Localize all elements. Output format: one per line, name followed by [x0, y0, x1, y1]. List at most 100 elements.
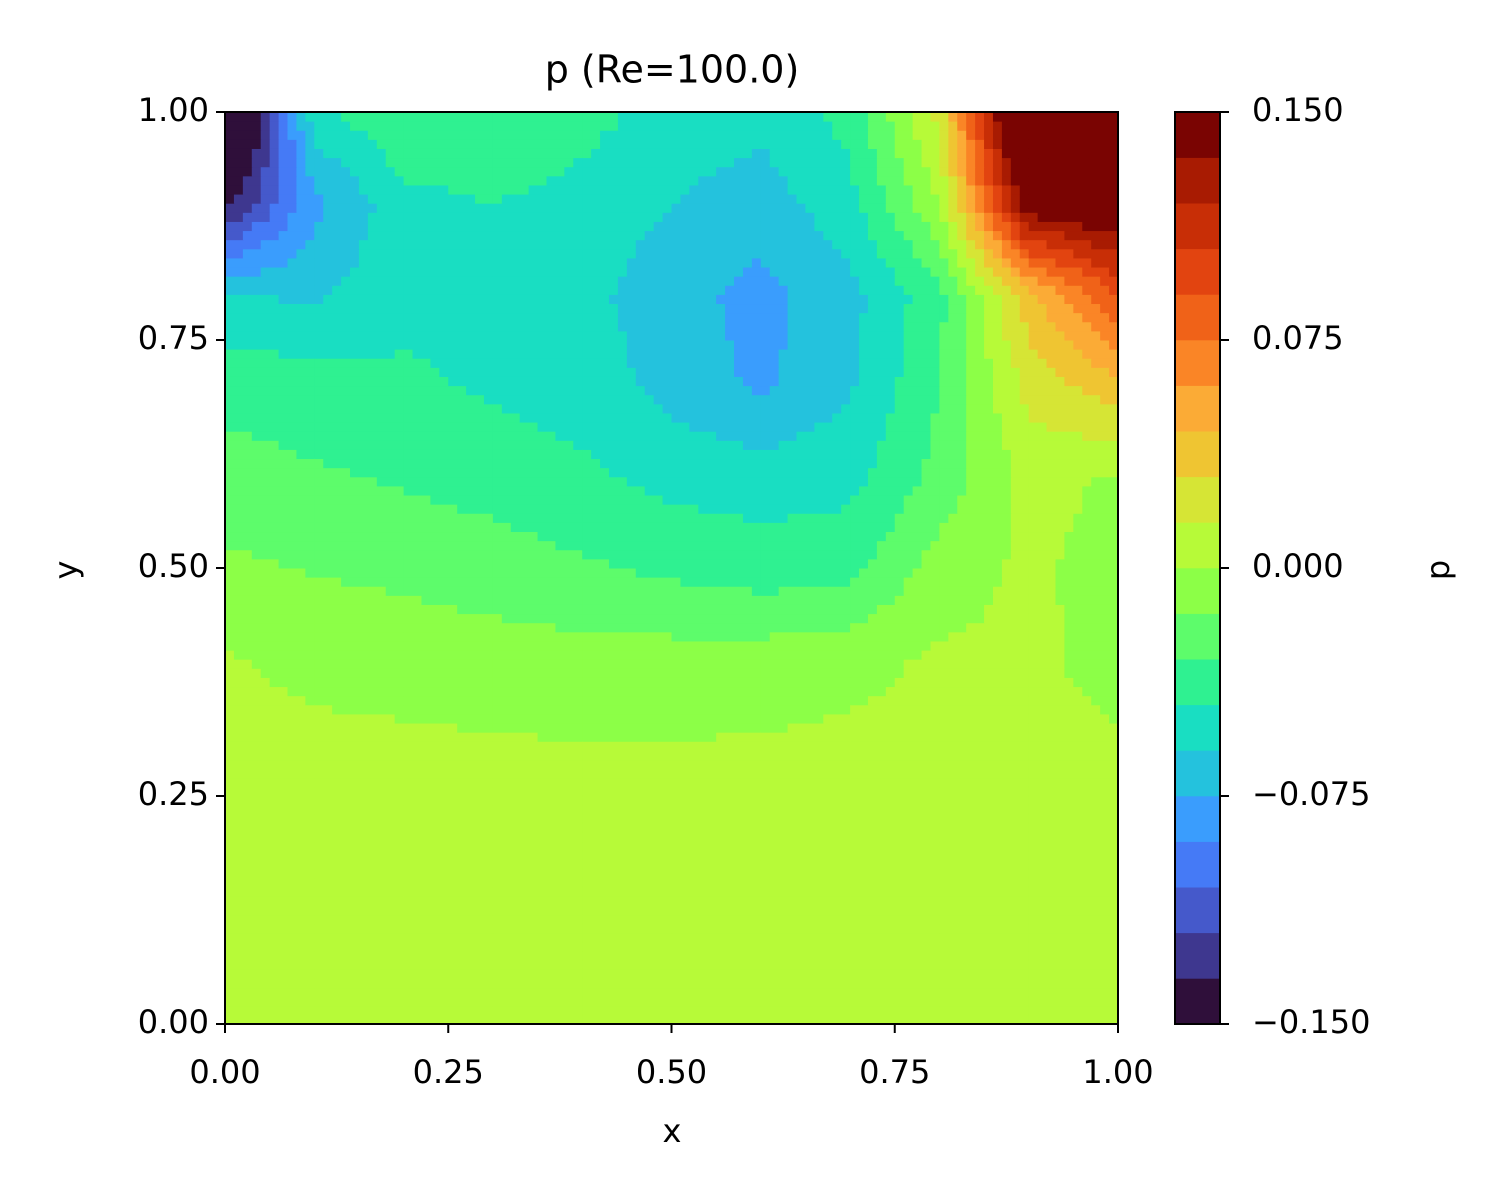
contour-cell — [760, 129, 833, 140]
contour-cell — [582, 385, 646, 396]
contour-cell — [939, 147, 949, 159]
contour-cell — [492, 667, 583, 678]
contour-cell — [671, 740, 762, 751]
contour-cell — [939, 494, 958, 505]
contour-cell — [260, 184, 280, 195]
contour-cell — [903, 366, 940, 377]
contour-cell — [1109, 312, 1119, 323]
contour-cell — [608, 467, 673, 478]
contour-cell — [698, 175, 762, 186]
contour-cell — [894, 594, 940, 605]
contour-cell — [225, 667, 262, 678]
x-tick-label: 0.75 — [859, 1053, 930, 1091]
y-axis-label: y — [47, 561, 85, 580]
contour-cell — [403, 321, 494, 332]
contour-cell — [314, 877, 405, 888]
contour-cell — [778, 439, 851, 450]
contour-cell — [760, 1005, 851, 1016]
contour-cell — [1091, 321, 1119, 332]
contour-cell — [225, 339, 315, 350]
contour-cell — [778, 585, 851, 596]
contour-cell — [939, 357, 967, 368]
contour-cell — [725, 330, 762, 341]
contour-cell — [376, 202, 405, 213]
contour-cell — [850, 448, 878, 460]
contour-cell — [582, 822, 673, 833]
contour-cell — [314, 293, 324, 305]
contour-cell — [885, 202, 914, 213]
contour-cell — [876, 540, 932, 551]
contour-cell — [403, 1014, 494, 1025]
contour-cell — [225, 603, 315, 615]
contour-cell — [305, 138, 315, 149]
contour-cell — [1091, 476, 1119, 487]
contour-cell — [948, 211, 967, 222]
contour-cell — [403, 795, 494, 806]
contour-cell — [742, 439, 762, 450]
contour-cell — [225, 813, 315, 824]
contour-cell — [233, 649, 315, 660]
contour-cell — [225, 977, 315, 989]
contour-cell — [850, 421, 887, 432]
contour-cell — [582, 266, 628, 277]
contour-cell — [921, 157, 940, 168]
contour-cell — [225, 941, 315, 952]
contour-cell — [939, 375, 967, 387]
contour-cell — [876, 439, 932, 450]
contour-cell — [403, 202, 494, 213]
contour-cell — [225, 859, 315, 870]
contour-cell — [626, 357, 673, 368]
contour-cell — [1019, 239, 1030, 250]
contour-cell — [492, 202, 583, 213]
contour-cell — [492, 859, 583, 870]
contour-cell — [992, 175, 1003, 186]
contour-cell — [760, 330, 789, 341]
contour-cell — [492, 704, 583, 715]
contour-cell — [1028, 959, 1119, 970]
contour-cell — [930, 412, 940, 423]
contour-cell — [225, 576, 315, 587]
contour-cell — [903, 321, 940, 332]
contour-cell — [403, 211, 494, 222]
contour-cell — [984, 184, 994, 195]
contour-cell — [850, 877, 940, 888]
contour-cell — [225, 220, 253, 232]
contour-cell — [1028, 603, 1066, 615]
contour-cell — [859, 567, 914, 578]
contour-cell — [582, 175, 673, 186]
contour-cell — [939, 904, 1030, 916]
contour-cell — [582, 111, 619, 122]
contour-cell — [403, 704, 494, 715]
contour-cell — [492, 220, 583, 232]
contour-cell — [582, 193, 673, 204]
contour-cell — [403, 521, 494, 533]
contour-cell — [492, 394, 583, 405]
contour-cell — [760, 512, 789, 523]
contour-cell — [939, 877, 1030, 888]
contour-cell — [305, 157, 315, 168]
contour-cell — [582, 749, 673, 761]
contour-cell — [1028, 932, 1119, 943]
contour-cell — [850, 713, 940, 724]
contour-cell — [1001, 166, 1012, 177]
contour-cell — [403, 357, 431, 368]
contour-cell — [850, 977, 940, 989]
contour-cell — [966, 120, 976, 131]
contour-cell — [850, 357, 860, 368]
contour-cell — [760, 841, 851, 852]
contour-cell — [287, 120, 298, 131]
colorbar-band — [1175, 658, 1220, 706]
contour-cell — [760, 120, 833, 131]
contour-cell — [358, 184, 405, 195]
contour-cell — [403, 631, 494, 642]
contour-cell — [966, 175, 976, 186]
contour-cell — [555, 540, 583, 551]
contour-cell — [903, 348, 940, 359]
contour-cell — [403, 439, 494, 450]
contour-cell — [492, 476, 583, 487]
contour-cell — [582, 394, 655, 405]
contour-cell — [1028, 704, 1101, 715]
contour-cell — [1091, 257, 1119, 268]
contour-cell — [341, 157, 387, 168]
contour-cell — [287, 129, 306, 140]
